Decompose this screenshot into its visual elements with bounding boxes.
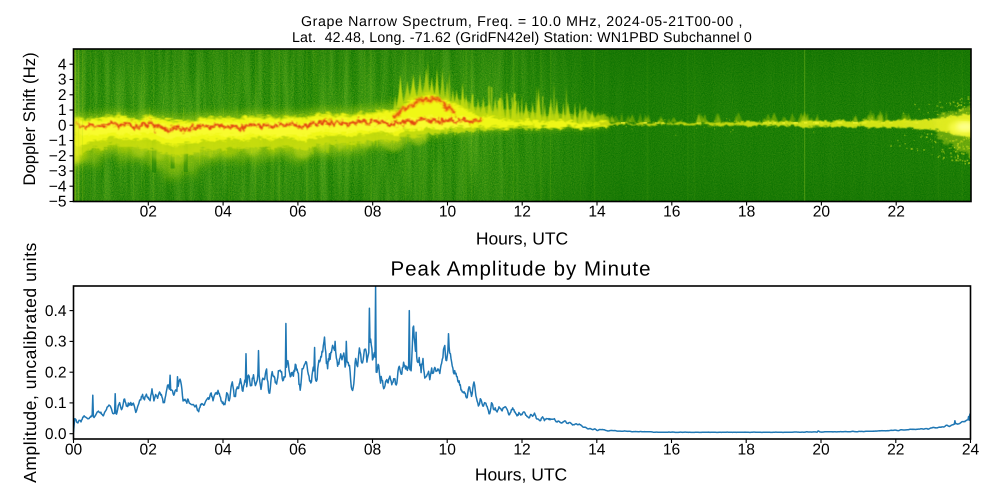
svg-text:Doppler Shift (Hz): Doppler Shift (Hz) (20, 52, 39, 185)
svg-text:1: 1 (58, 102, 67, 119)
svg-text:0: 0 (58, 117, 67, 134)
svg-text:06: 06 (289, 204, 306, 221)
svg-text:10: 10 (439, 442, 457, 459)
svg-text:20: 20 (813, 204, 831, 221)
svg-text:Hours, UTC: Hours, UTC (475, 465, 567, 485)
svg-text:20: 20 (812, 442, 830, 459)
svg-text:22: 22 (887, 442, 904, 459)
svg-text:00: 00 (65, 442, 83, 459)
svg-text:22: 22 (888, 204, 905, 221)
svg-text:Lat. 42.48, Long. -71.62 (Gri: Lat. 42.48, Long. -71.62 (GridFN42el) St… (292, 30, 752, 46)
svg-text:12: 12 (513, 442, 530, 459)
svg-text:18: 18 (738, 204, 755, 221)
svg-text:14: 14 (588, 442, 606, 459)
svg-text:3: 3 (58, 72, 67, 89)
svg-text:16: 16 (663, 442, 680, 459)
svg-text:2: 2 (58, 87, 67, 104)
svg-text:12: 12 (514, 204, 531, 221)
svg-text:0.0: 0.0 (45, 426, 67, 443)
svg-text:−3: −3 (49, 163, 67, 180)
svg-text:Peak Amplitude by Minute: Peak Amplitude by Minute (390, 258, 651, 281)
svg-text:02: 02 (140, 442, 157, 459)
svg-text:10: 10 (439, 204, 457, 221)
svg-text:0.4: 0.4 (45, 303, 67, 320)
svg-text:08: 08 (364, 204, 381, 221)
svg-text:0.2: 0.2 (45, 364, 67, 381)
svg-text:0.3: 0.3 (45, 334, 67, 351)
svg-text:16: 16 (663, 204, 680, 221)
svg-text:4: 4 (58, 57, 67, 74)
svg-text:04: 04 (214, 204, 232, 221)
svg-text:−2: −2 (49, 148, 67, 165)
svg-text:Amplitude, uncalibrated units: Amplitude, uncalibrated units (20, 242, 40, 483)
svg-text:−5: −5 (49, 194, 67, 211)
svg-text:02: 02 (140, 204, 157, 221)
svg-text:0.1: 0.1 (45, 395, 67, 412)
svg-text:04: 04 (214, 442, 232, 459)
svg-text:18: 18 (738, 442, 755, 459)
svg-text:−4: −4 (49, 178, 67, 195)
svg-text:Hours, UTC: Hours, UTC (476, 229, 568, 249)
svg-text:−1: −1 (49, 133, 67, 150)
svg-text:06: 06 (289, 442, 306, 459)
svg-text:24: 24 (962, 442, 980, 459)
svg-text:Grape Narrow Spectrum, Freq. =: Grape Narrow Spectrum, Freq. = 10.0 MHz,… (301, 14, 743, 30)
svg-text:14: 14 (588, 204, 606, 221)
svg-text:08: 08 (364, 442, 381, 459)
